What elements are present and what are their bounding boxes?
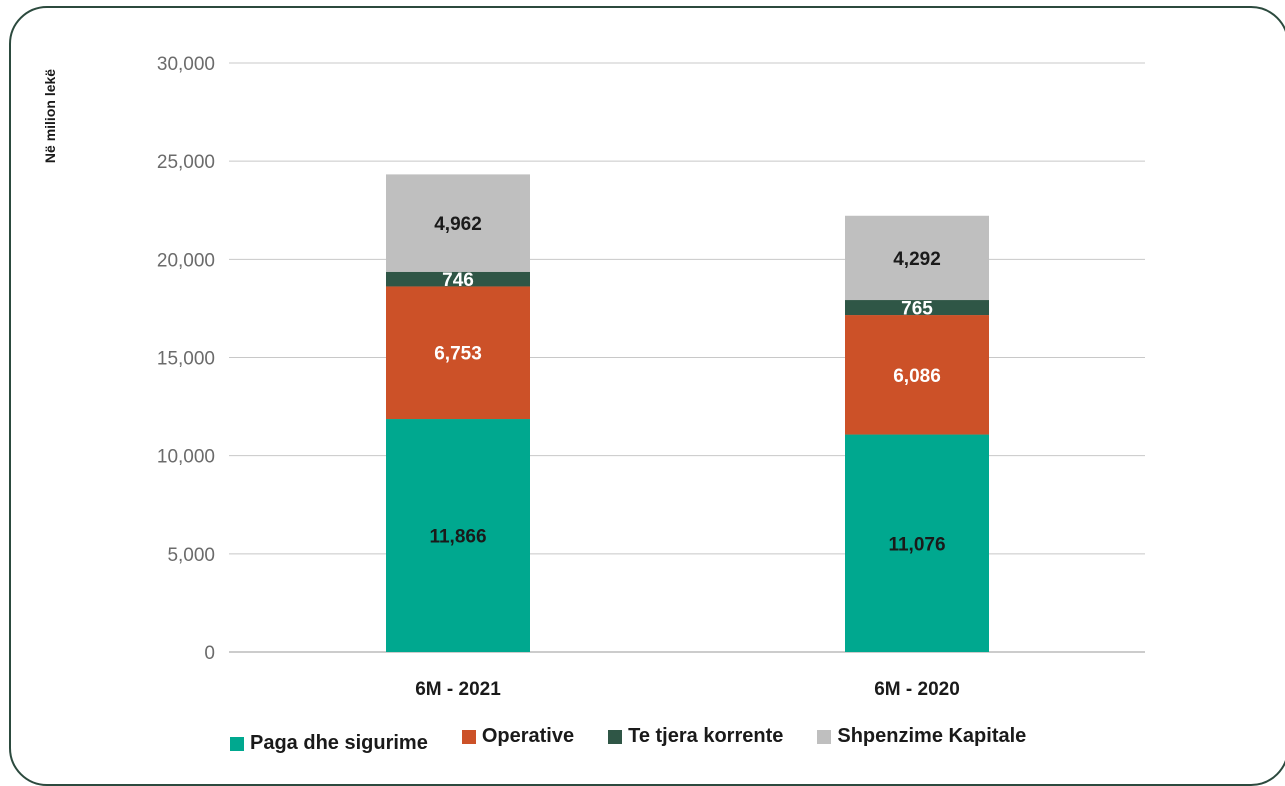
legend-item: Operative [461, 725, 575, 748]
legend-label: Te tjera korrente [628, 725, 784, 747]
legend-swatch [608, 729, 623, 744]
data-label: 6,086 [893, 366, 941, 387]
y-tick-label: 5,000 [167, 545, 215, 566]
bar-segment [386, 174, 530, 272]
bar-segment [386, 286, 530, 420]
y-tick-label: 30,000 [157, 54, 215, 75]
data-label: 11,076 [888, 534, 945, 555]
y-tick-label: 0 [204, 643, 215, 664]
data-label: 765 [901, 299, 933, 320]
y-tick-label: 25,000 [157, 152, 215, 173]
data-label: 6,753 [434, 344, 482, 365]
bar-segment [386, 419, 530, 652]
y-tick-label: 10,000 [157, 447, 215, 468]
legend-item: Te tjera korrente [608, 725, 783, 748]
y-tick-label: 15,000 [157, 349, 215, 370]
legend-swatch [461, 729, 476, 744]
legend-item: Shpenzime Kapitale [817, 725, 1026, 748]
legend-swatch [817, 729, 832, 744]
bar-segment [845, 300, 989, 316]
bar-segment [845, 215, 989, 301]
legend-label: Paga dhe sigurime [250, 732, 428, 754]
legend-label: Shpenzime Kapitale [837, 725, 1027, 747]
legend-label: Operative [481, 725, 575, 747]
chart-legend: Paga dhe sigurime Operative Te tjera korre… [230, 718, 1060, 755]
stacked-bar-chart: 0 5,000 10,000 15,000 20,000 25,000 30,000 11,8… [157, 54, 1145, 700]
legend-swatch [230, 736, 244, 751]
bar-segment [845, 315, 989, 435]
bar-segment [386, 271, 530, 287]
x-tick-label: 6M - 2020 [874, 679, 960, 700]
legend-item: Paga dhe sigurime [230, 732, 428, 755]
y-tick-label: 20,000 [157, 250, 215, 271]
data-label: 4,962 [434, 214, 482, 235]
bar-segment [845, 434, 989, 652]
data-label: 4,292 [893, 249, 941, 270]
x-tick-label: 6M - 2021 [415, 679, 501, 700]
data-label: 746 [442, 270, 474, 291]
data-label: 11,866 [429, 527, 486, 548]
